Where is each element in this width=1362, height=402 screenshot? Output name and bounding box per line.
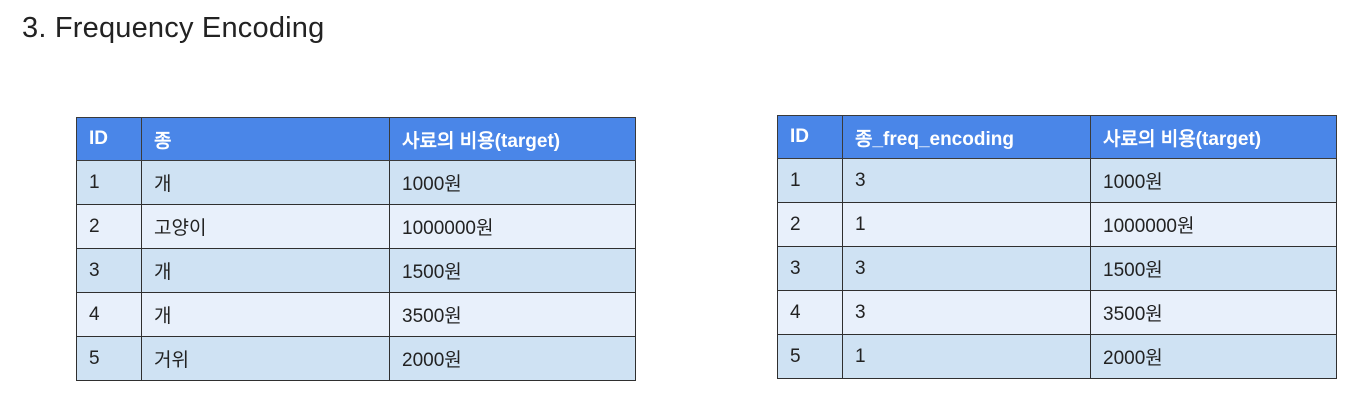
cell-id: 3 xyxy=(777,246,843,291)
table-header-row: ID 종_freq_encoding 사료의 비용(target) xyxy=(777,115,1337,159)
cell-species: 거위 xyxy=(141,336,390,381)
cell-target: 1000원 xyxy=(1090,158,1337,203)
table-row: 1 개 1000원 xyxy=(76,160,636,205)
cell-target: 1500원 xyxy=(389,248,636,293)
cell-id: 2 xyxy=(777,202,843,247)
cell-species: 고양이 xyxy=(141,204,390,249)
cell-target: 1000000원 xyxy=(1090,202,1337,247)
cell-id: 2 xyxy=(76,204,142,249)
cell-freq: 1 xyxy=(842,202,1091,247)
cell-freq: 3 xyxy=(842,158,1091,203)
cell-id: 1 xyxy=(777,158,843,203)
header-id: ID xyxy=(76,117,142,161)
cell-target: 3500원 xyxy=(1090,290,1337,335)
header-target: 사료의 비용(target) xyxy=(389,117,636,161)
cell-id: 1 xyxy=(76,160,142,205)
encoded-table: ID 종_freq_encoding 사료의 비용(target) 1 3 10… xyxy=(777,115,1337,379)
table-row: 2 1 1000000원 xyxy=(777,202,1337,247)
cell-freq: 1 xyxy=(842,334,1091,379)
header-species: 종 xyxy=(141,117,390,161)
table-row: 3 3 1500원 xyxy=(777,246,1337,291)
cell-id: 4 xyxy=(76,292,142,337)
cell-target: 2000원 xyxy=(389,336,636,381)
cell-freq: 3 xyxy=(842,290,1091,335)
cell-id: 4 xyxy=(777,290,843,335)
original-table: ID 종 사료의 비용(target) 1 개 1000원 2 고양이 1000… xyxy=(76,117,636,381)
table-row: 1 3 1000원 xyxy=(777,158,1337,203)
cell-target: 1000원 xyxy=(389,160,636,205)
cell-species: 개 xyxy=(141,248,390,293)
table-row: 5 1 2000원 xyxy=(777,334,1337,379)
cell-species: 개 xyxy=(141,292,390,337)
slide-title: 3. Frequency Encoding xyxy=(22,12,325,44)
header-target: 사료의 비용(target) xyxy=(1090,115,1337,159)
table-row: 4 개 3500원 xyxy=(76,292,636,337)
cell-id: 5 xyxy=(76,336,142,381)
table-header-row: ID 종 사료의 비용(target) xyxy=(76,117,636,161)
table-row: 3 개 1500원 xyxy=(76,248,636,293)
header-freq-encoding: 종_freq_encoding xyxy=(842,115,1091,159)
cell-freq: 3 xyxy=(842,246,1091,291)
table-row: 5 거위 2000원 xyxy=(76,336,636,381)
cell-target: 1000000원 xyxy=(389,204,636,249)
cell-species: 개 xyxy=(141,160,390,205)
cell-target: 3500원 xyxy=(389,292,636,337)
cell-target: 1500원 xyxy=(1090,246,1337,291)
cell-target: 2000원 xyxy=(1090,334,1337,379)
header-id: ID xyxy=(777,115,843,159)
cell-id: 5 xyxy=(777,334,843,379)
table-row: 4 3 3500원 xyxy=(777,290,1337,335)
table-row: 2 고양이 1000000원 xyxy=(76,204,636,249)
cell-id: 3 xyxy=(76,248,142,293)
